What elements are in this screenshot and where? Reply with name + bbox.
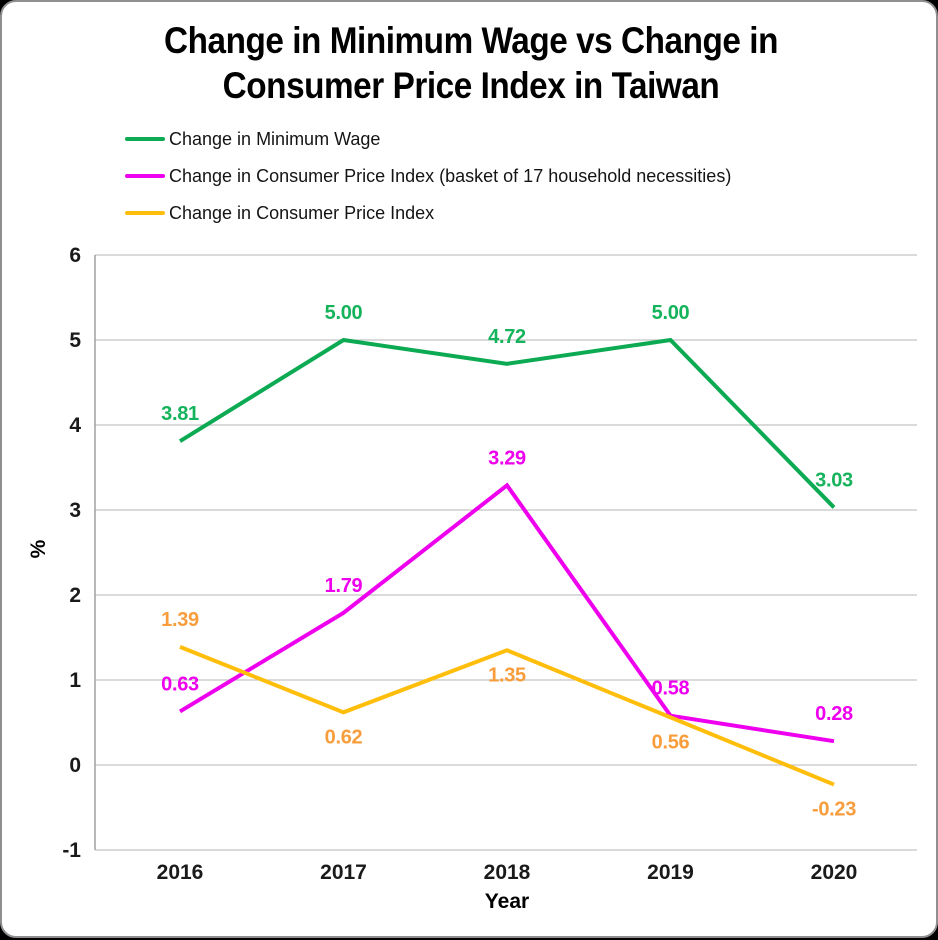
y-tick-label-4: 4 [69,414,81,437]
data-label-s0-p4: 3.03 [815,469,853,491]
legend-label-1: Change in Consumer Price Index (basket o… [169,165,732,186]
y-tick-label--1: -1 [62,839,81,862]
data-label-s0-p2: 4.72 [488,326,526,348]
data-label-s1-p1: 1.79 [325,575,363,597]
y-tick-label-6: 6 [69,244,81,267]
data-label-s0-p3: 5.00 [652,302,690,324]
x-tick-label-2018: 2018 [484,861,531,884]
data-label-s0-p0: 3.81 [161,403,199,425]
data-label-s1-p4: 0.28 [815,703,853,725]
y-tick-label-5: 5 [69,329,81,352]
legend-swatch-icon-0 [125,137,165,141]
x-tick-label-2020: 2020 [811,861,858,884]
legend-item-0: Change in Minimum Wage [125,128,731,150]
legend-item-2: Change in Consumer Price Index [125,202,731,224]
series-line-1 [178,482,835,744]
chart-title-line2: Consumer Price Index in Taiwan [222,65,720,106]
chart-title-line1: Change in Minimum Wage vs Change in [164,20,778,61]
y-tick-label-2: 2 [69,584,81,607]
x-tick-label-2019: 2019 [647,861,694,884]
data-label-s2-p1: 0.62 [325,726,363,748]
data-label-s2-p4: -0.23 [812,799,856,821]
x-tick-label-2016: 2016 [157,861,204,884]
chart-title: Change in Minimum Wage vs Change in Cons… [49,18,893,108]
data-label-s2-p0: 1.39 [161,609,199,631]
legend-item-1: Change in Consumer Price Index (basket o… [125,165,731,187]
x-tick-label-2017: 2017 [320,861,367,884]
x-axis-title: Year [484,890,530,913]
series-line-0 [178,337,836,509]
legend-label-2: Change in Consumer Price Index [169,202,435,223]
legend-swatch-icon-2 [125,211,165,215]
y-tick-label-1: 1 [69,669,81,692]
legend: Change in Minimum Wage Change in Consumer… [125,128,731,239]
data-label-s0-p1: 5.00 [325,302,363,324]
y-axis-title: % [27,539,50,559]
data-label-s2-p3: 0.56 [652,731,690,753]
legend-label-0: Change in Minimum Wage [169,128,381,149]
data-label-s1-p2: 3.29 [488,447,526,469]
data-label-s1-p0: 0.63 [161,673,199,695]
y-tick-label-0: 0 [69,754,81,777]
legend-swatch-icon-1 [125,174,165,178]
y-tick-label-3: 3 [69,499,81,522]
data-label-s2-p2: 1.35 [488,664,526,686]
data-label-s1-p3: 0.58 [652,678,690,700]
series-line-2 [179,644,835,787]
